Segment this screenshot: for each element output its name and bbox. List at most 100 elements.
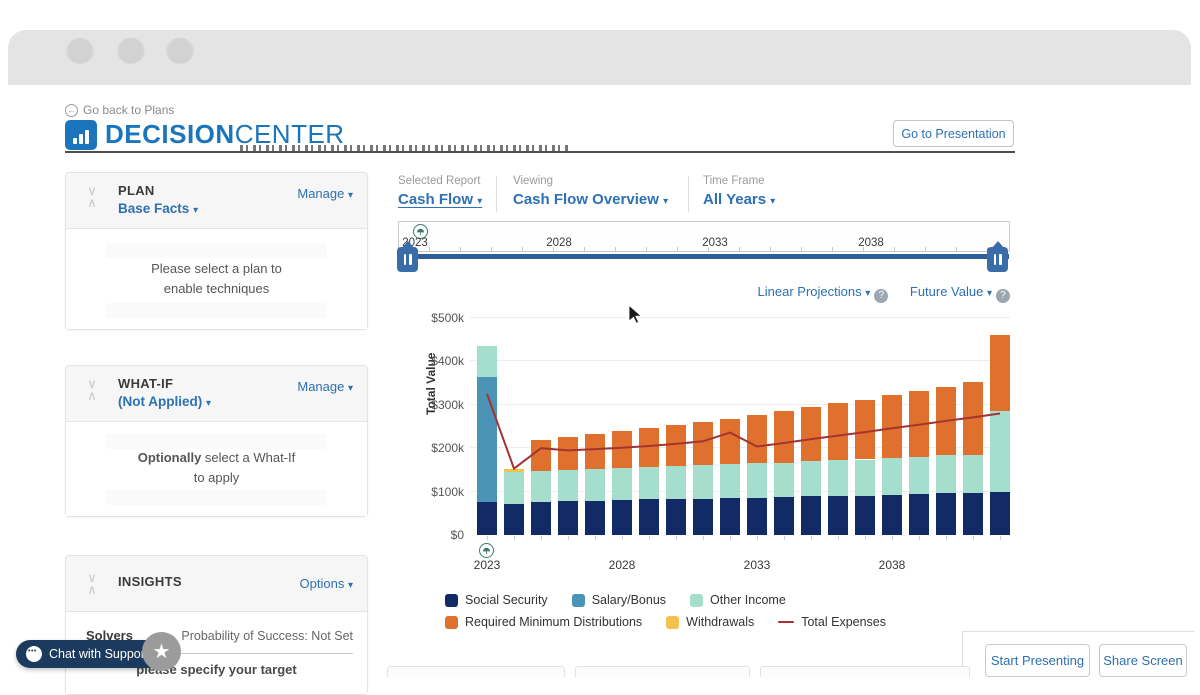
bar-segment	[720, 463, 740, 498]
window-button-3[interactable]	[166, 36, 194, 64]
selected-report-dropdown[interactable]: Cash Flow ▾	[398, 191, 483, 208]
chat-with-support-button[interactable]: Chat with Support	[16, 640, 163, 668]
bar-2038[interactable]	[882, 318, 902, 535]
share-screen-button[interactable]: Share Screen	[1099, 644, 1187, 677]
y-tick-label: $0	[450, 528, 464, 542]
bar-segment	[693, 421, 713, 466]
timeline-slider-handle-left[interactable]	[397, 241, 418, 272]
value-type-dropdown[interactable]: Future Value ▾?	[910, 284, 1010, 303]
whatif-selection-dropdown[interactable]: (Not Applied) ▾	[118, 394, 212, 409]
timeline-slider-handle-right[interactable]	[987, 241, 1008, 272]
bar-tick	[784, 536, 785, 540]
bar-2035[interactable]	[801, 318, 821, 535]
chevron-down-icon: ▾	[477, 196, 483, 207]
viewing-label: Viewing	[513, 175, 554, 187]
gridline	[470, 360, 1010, 362]
gridline	[470, 317, 1010, 318]
x-axis-minor-ticks	[470, 536, 1010, 540]
bar-segment	[747, 462, 767, 498]
gridline	[470, 447, 1010, 449]
gridline	[470, 403, 1010, 405]
projection-type-dropdown[interactable]: Linear Projections ▾?	[758, 284, 889, 303]
bar-tick	[973, 536, 974, 540]
legend-item[interactable]: Withdrawals	[666, 615, 754, 629]
bar-2034[interactable]	[774, 318, 794, 535]
plan-selection-dropdown[interactable]: Base Facts ▾	[118, 201, 199, 216]
whatif-manage-dropdown[interactable]: Manage ▾	[297, 379, 353, 394]
bar-segment	[828, 403, 848, 461]
x-tick-label: 2023	[473, 558, 501, 572]
legend-item[interactable]: Salary/Bonus	[571, 593, 667, 607]
y-axis-tick-labels: $0 $100k $200k $300k $400k $500k	[408, 311, 464, 542]
window-button-1[interactable]	[66, 36, 94, 64]
bar-2031[interactable]	[693, 318, 713, 535]
bar-segment	[963, 382, 983, 455]
insights-options-dropdown[interactable]: Options ▾	[299, 576, 353, 591]
legend-item[interactable]: Total Expenses	[778, 615, 886, 629]
time-frame-group: Time Frame All Years ▾	[703, 175, 775, 208]
y-tick-label: $200k	[431, 441, 464, 456]
chevron-down-icon: ▾	[986, 288, 992, 299]
timeline-range-box[interactable]: 2023 2028 2033 2038	[398, 221, 1010, 252]
bar-segment	[639, 467, 659, 500]
bar-2033[interactable]	[747, 318, 767, 535]
bar-segment	[585, 500, 605, 535]
bar-2036[interactable]	[828, 318, 848, 535]
collapse-chevrons-icon[interactable]: ∨ ∧	[87, 570, 97, 597]
legend-label: Withdrawals	[686, 615, 755, 629]
bar-2025[interactable]	[531, 318, 551, 535]
collapse-chevrons-icon[interactable]: ∨ ∧	[87, 376, 97, 403]
bar-tick	[568, 536, 569, 540]
viewing-group: Viewing Cash Flow Overview ▾	[513, 175, 668, 208]
probability-status: Probability of Success: Not Set	[181, 629, 353, 643]
help-icon[interactable]: ?	[996, 289, 1010, 303]
legend-item[interactable]: Social Security	[445, 593, 548, 607]
bar-segment	[531, 501, 551, 535]
back-arrow-icon: ←	[65, 103, 78, 117]
viewing-dropdown[interactable]: Cash Flow Overview ▾	[513, 191, 669, 208]
bar-2041[interactable]	[963, 318, 983, 535]
collapse-chevrons-icon[interactable]: ∨ ∧	[87, 183, 97, 210]
plan-empty-message: Please select a plan to enable technique…	[151, 261, 282, 296]
window-button-2[interactable]	[117, 36, 145, 64]
bar-2030[interactable]	[666, 318, 686, 535]
legend-item[interactable]: Required Minimum Distributions	[445, 615, 642, 629]
solvers-hint-clipped: please specify your target	[136, 662, 297, 677]
bar-segment	[558, 501, 578, 535]
bar-2029[interactable]	[639, 318, 659, 535]
timeline-slider-track[interactable]	[399, 254, 1009, 259]
bar-2037[interactable]	[855, 318, 875, 535]
bar-2032[interactable]	[720, 318, 740, 535]
bar-tick	[514, 536, 515, 540]
bar-segment	[585, 433, 605, 470]
bar-2027[interactable]	[585, 318, 605, 535]
start-presenting-button[interactable]: Start Presenting	[985, 644, 1090, 677]
bar-segment	[531, 470, 551, 502]
whatif-panel: ∨ ∧ WHAT-IF (Not Applied) ▾ Manage ▾ Opti…	[65, 365, 368, 517]
bar-2026[interactable]	[558, 318, 578, 535]
bar-segment	[882, 494, 902, 535]
skeleton-row	[106, 243, 327, 258]
star-button[interactable]: ★	[142, 632, 181, 671]
bar-segment	[504, 468, 524, 473]
help-icon[interactable]: ?	[874, 289, 889, 303]
plan-panel-title: PLAN	[118, 183, 155, 198]
bar-tick	[622, 536, 623, 540]
plan-manage-dropdown[interactable]: Manage ▾	[297, 186, 353, 201]
skeleton-row	[106, 490, 327, 505]
bar-2024[interactable]	[504, 318, 524, 535]
mouse-cursor	[628, 305, 644, 325]
window-titlebar	[8, 30, 1191, 85]
back-to-plans-link[interactable]: ← Go back to Plans	[65, 103, 174, 117]
skeleton-row	[106, 434, 327, 449]
go-to-presentation-button[interactable]: Go to Presentation	[893, 120, 1014, 147]
time-frame-dropdown[interactable]: All Years ▾	[703, 191, 776, 208]
bar-2028[interactable]	[612, 318, 632, 535]
bar-tick	[757, 536, 758, 540]
bar-tick	[946, 536, 947, 540]
bar-tick	[892, 536, 893, 540]
legend-label: Salary/Bonus	[591, 593, 667, 607]
legend-item[interactable]: Other Income	[690, 593, 786, 607]
bar-2042[interactable]	[990, 318, 1010, 535]
bar-segment	[612, 430, 632, 469]
